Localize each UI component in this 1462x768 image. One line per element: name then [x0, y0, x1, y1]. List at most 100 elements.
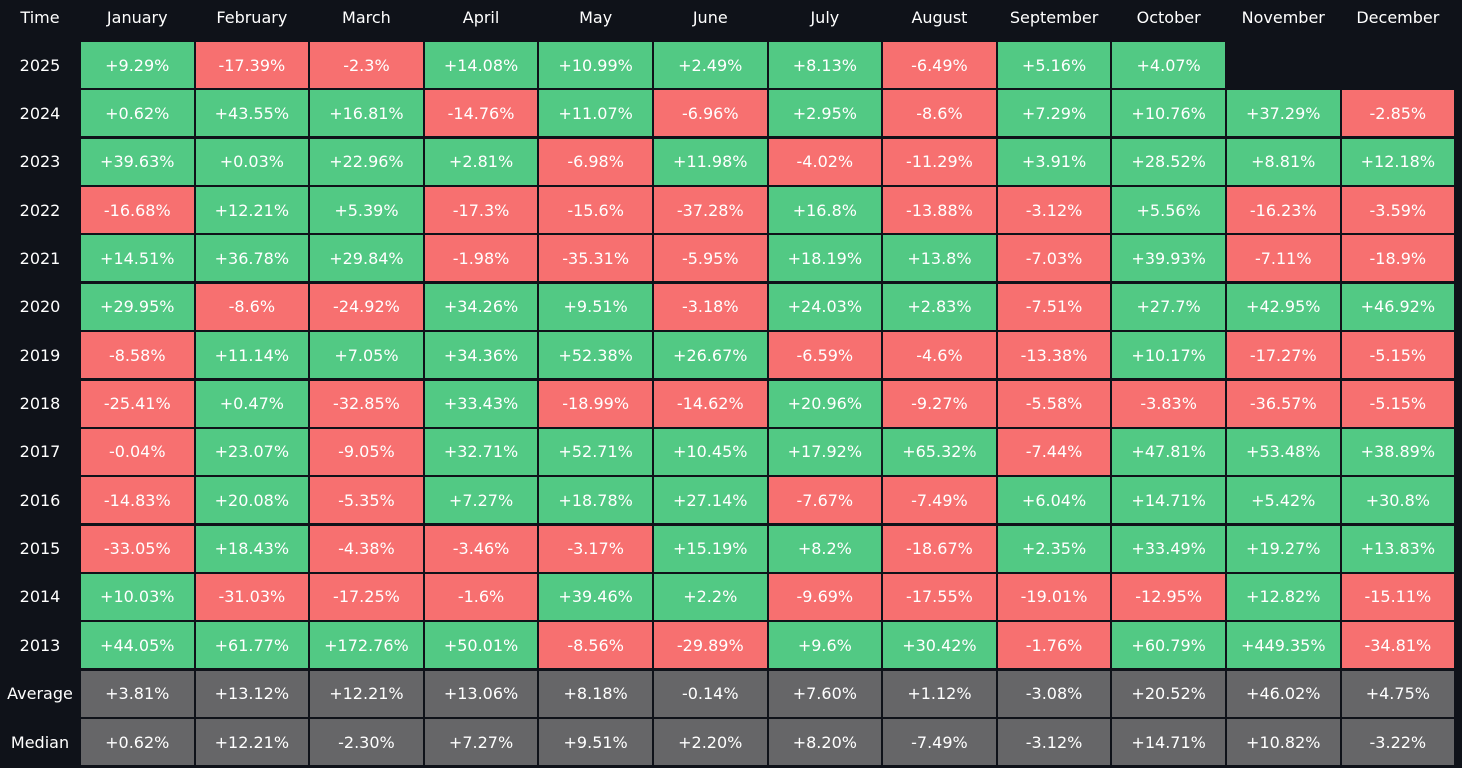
- return-cell: +14.71%: [1112, 477, 1225, 524]
- summary-cell: -3.12%: [997, 719, 1111, 766]
- return-cell: -12.95%: [1112, 573, 1225, 620]
- column-header: November: [1241, 7, 1325, 27]
- return-cell: +7.29%: [997, 90, 1111, 137]
- return-cell: -3.83%: [1112, 380, 1225, 427]
- return-cell: +29.84%: [310, 235, 423, 282]
- return-cell: +30.42%: [883, 622, 996, 669]
- return-cell: +18.19%: [768, 235, 882, 282]
- year-label: 2017: [19, 442, 61, 462]
- year-label: 2023: [19, 152, 61, 172]
- return-cell: -19.01%: [997, 573, 1111, 620]
- return-cell: -29.89%: [654, 622, 767, 669]
- return-cell: -18.67%: [883, 525, 996, 572]
- summary-cell: +9.51%: [539, 719, 652, 766]
- return-cell: -0.04%: [81, 428, 194, 475]
- return-cell: +12.18%: [1341, 138, 1455, 185]
- return-cell: -5.35%: [310, 477, 423, 524]
- return-cell: +20.96%: [768, 380, 882, 427]
- return-cell: +38.89%: [1341, 428, 1455, 475]
- return-cell: +8.81%: [1227, 138, 1340, 185]
- return-cell: -6.98%: [539, 138, 652, 185]
- year-label: 2019: [19, 345, 61, 365]
- return-cell: -25.41%: [81, 380, 194, 427]
- year-label: 2025: [19, 55, 61, 75]
- column-header: August: [911, 7, 968, 27]
- summary-cell: +8.20%: [768, 719, 882, 766]
- summary-cell: +1.12%: [883, 670, 996, 717]
- return-cell: +34.36%: [424, 332, 538, 379]
- summary-cell: +8.18%: [539, 670, 652, 717]
- return-cell: -8.6%: [195, 283, 309, 330]
- return-cell: +16.81%: [310, 90, 423, 137]
- return-cell: +33.43%: [424, 380, 538, 427]
- return-cell: +2.35%: [997, 525, 1111, 572]
- return-cell: +17.92%: [768, 428, 882, 475]
- return-cell: +2.49%: [654, 42, 767, 88]
- summary-cell: +3.81%: [81, 670, 194, 717]
- return-cell: +33.49%: [1112, 525, 1225, 572]
- return-cell: +0.03%: [195, 138, 309, 185]
- column-header: October: [1136, 7, 1201, 27]
- return-cell: +46.92%: [1341, 283, 1455, 330]
- return-cell: -18.99%: [539, 380, 652, 427]
- return-cell: -24.92%: [310, 283, 423, 330]
- summary-cell: +13.06%: [424, 670, 538, 717]
- return-cell: -7.03%: [997, 235, 1111, 282]
- summary-cell: +7.60%: [768, 670, 882, 717]
- return-cell: +10.45%: [654, 428, 767, 475]
- return-cell: -11.29%: [883, 138, 996, 185]
- return-cell: -17.3%: [424, 187, 538, 234]
- return-cell: -2.3%: [310, 42, 423, 88]
- return-cell: +11.14%: [195, 332, 309, 379]
- summary-cell: +2.20%: [654, 719, 767, 766]
- return-cell: -8.58%: [81, 332, 194, 379]
- column-header: March: [342, 7, 391, 27]
- summary-cell: +14.71%: [1112, 719, 1225, 766]
- return-cell: -3.12%: [997, 187, 1111, 234]
- return-cell: -9.05%: [310, 428, 423, 475]
- year-label: 2016: [19, 490, 61, 510]
- return-cell: -16.68%: [81, 187, 194, 234]
- return-cell: +39.93%: [1112, 235, 1225, 282]
- return-cell: -35.31%: [539, 235, 652, 282]
- summary-cell: +46.02%: [1227, 670, 1340, 717]
- return-cell: +5.16%: [997, 42, 1111, 88]
- summary-cell: -2.30%: [310, 719, 423, 766]
- return-cell: +172.76%: [310, 622, 423, 669]
- return-cell: +53.48%: [1227, 428, 1340, 475]
- return-cell: -7.67%: [768, 477, 882, 524]
- return-cell: +2.83%: [883, 283, 996, 330]
- return-cell: -14.62%: [654, 380, 767, 427]
- return-cell: +30.8%: [1341, 477, 1455, 524]
- column-header: December: [1356, 7, 1440, 27]
- return-cell: +8.2%: [768, 525, 882, 572]
- return-cell: +10.76%: [1112, 90, 1225, 137]
- return-cell: +39.63%: [81, 138, 194, 185]
- return-cell: +9.6%: [768, 622, 882, 669]
- return-cell: -1.98%: [424, 235, 538, 282]
- return-cell: +11.07%: [539, 90, 652, 137]
- summary-cell: +20.52%: [1112, 670, 1225, 717]
- return-cell: +4.07%: [1112, 42, 1225, 88]
- return-cell: +22.96%: [310, 138, 423, 185]
- return-cell: +27.14%: [654, 477, 767, 524]
- return-cell: -13.88%: [883, 187, 996, 234]
- return-cell: +24.03%: [768, 283, 882, 330]
- return-cell: +27.7%: [1112, 283, 1225, 330]
- return-cell: +6.04%: [997, 477, 1111, 524]
- return-cell: -7.11%: [1227, 235, 1340, 282]
- return-cell: +7.27%: [424, 477, 538, 524]
- return-cell: -1.6%: [424, 573, 538, 620]
- return-cell: +18.78%: [539, 477, 652, 524]
- return-cell: +29.95%: [81, 283, 194, 330]
- return-cell: +0.47%: [195, 380, 309, 427]
- return-cell: +7.05%: [310, 332, 423, 379]
- return-cell: -13.38%: [997, 332, 1111, 379]
- return-cell: +3.91%: [997, 138, 1111, 185]
- return-cell: +52.71%: [539, 428, 652, 475]
- return-cell: -15.6%: [539, 187, 652, 234]
- return-cell: -4.38%: [310, 525, 423, 572]
- year-label: 2024: [19, 103, 61, 123]
- return-cell: +34.26%: [424, 283, 538, 330]
